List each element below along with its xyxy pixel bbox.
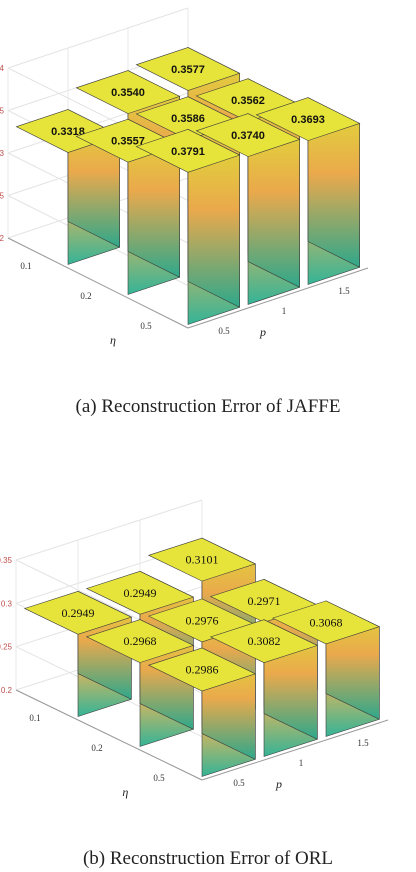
bar-top — [255, 97, 361, 141]
p-tick-label: 0.5 — [218, 326, 230, 336]
z-tick-label: 0.4 — [0, 64, 5, 73]
bar-top — [75, 70, 181, 114]
p-tick-label: 1 — [282, 306, 287, 316]
p-axis-label: p — [275, 777, 282, 791]
chart-jaffe: 0.20.250.30.350.4Reconstruction Error0.1… — [0, 7, 369, 347]
p-tick-label: 1 — [299, 758, 304, 768]
bar-value-label: 0.2971 — [248, 594, 281, 608]
axis-eta — [15, 689, 203, 781]
bar-value-label: 0.3562 — [231, 95, 265, 107]
z-tick-label: 0.25 — [0, 192, 5, 201]
bar-top — [147, 537, 257, 582]
bar-top — [23, 590, 133, 635]
bar-value-label: 0.3557 — [111, 136, 145, 148]
p-tick-label: 1.5 — [357, 738, 369, 748]
p-tick-label: 0.5 — [233, 778, 245, 788]
bar-value-label: 0.3586 — [171, 113, 205, 125]
p-axis-label: p — [259, 325, 266, 339]
bar-top — [85, 619, 195, 663]
bar-value-label: 0.3318 — [51, 126, 85, 138]
bar-value-label: 0.3101 — [186, 553, 219, 567]
p-tick-label: 1.5 — [338, 286, 350, 296]
z-tick-label: 0.35 — [0, 107, 5, 116]
bar-top — [209, 619, 319, 664]
bar-value-label: 0.3068 — [310, 615, 343, 629]
chart-orl: 0.20.250.30.35Reconstruction Error0.10.2… — [0, 499, 389, 799]
bar-top — [135, 47, 241, 91]
bar-value-label: 0.2986 — [186, 663, 219, 677]
axis-p — [201, 719, 389, 781]
z-tick-label: 0.25 — [0, 643, 13, 652]
z-tick-label: 0.35 — [0, 556, 13, 565]
bar-value-label: 0.2949 — [124, 586, 157, 600]
bar-top — [271, 600, 381, 645]
bar-top — [85, 570, 195, 615]
caption-jaffe: (a) Reconstruction Error of JAFFE — [75, 396, 341, 417]
bar-value-label: 0.2976 — [186, 613, 219, 627]
caption-orl: (b) Reconstruction Error of ORL — [82, 848, 334, 869]
gridline-z — [7, 7, 189, 69]
bar-value-label: 0.3791 — [171, 146, 205, 158]
z-tick-label: 0.3 — [1, 599, 13, 608]
eta-tick-label: 0.5 — [140, 321, 152, 331]
eta-axis-label: η — [122, 785, 128, 799]
bar-value-label: 0.3082 — [248, 634, 281, 648]
eta-axis-label: η — [110, 333, 116, 347]
gridline-z — [15, 499, 203, 561]
z-tick-label: 0.3 — [0, 149, 5, 158]
eta-tick-label: 0.2 — [91, 743, 102, 753]
axis-eta — [7, 237, 189, 329]
bar-value-label: 0.3740 — [231, 130, 265, 142]
bar-top — [195, 113, 301, 157]
bar-value-label: 0.3540 — [111, 87, 145, 99]
eta-tick-label: 0.1 — [20, 261, 31, 271]
bar-top — [135, 128, 241, 173]
bar-value-label: 0.2968 — [124, 634, 157, 648]
z-tick-label: 0.2 — [0, 234, 5, 243]
eta-tick-label: 0.1 — [29, 713, 40, 723]
eta-tick-label: 0.2 — [80, 291, 91, 301]
bar-top — [147, 647, 257, 692]
z-tick-label: 0.2 — [1, 686, 13, 695]
bar-value-label: 0.2949 — [62, 606, 95, 620]
eta-tick-label: 0.5 — [153, 773, 165, 783]
axis-p — [187, 267, 369, 329]
bar-value-label: 0.3693 — [291, 114, 325, 126]
bar-value-label: 0.3577 — [171, 64, 205, 76]
